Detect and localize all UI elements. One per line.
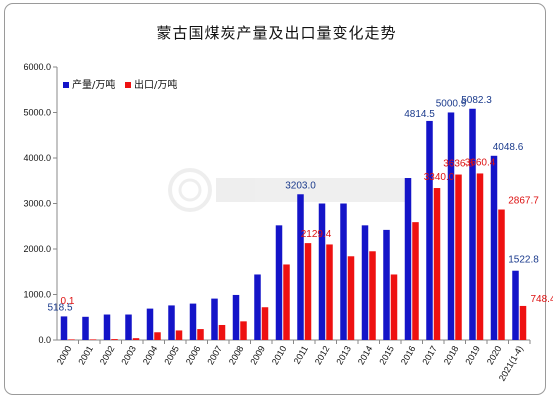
y-tick-label: 6000.0 bbox=[23, 62, 51, 72]
x-tick-label: 2009 bbox=[248, 344, 267, 366]
x-tick-label: 2019 bbox=[463, 344, 482, 366]
x-tick-label: 2007 bbox=[205, 344, 224, 366]
bar-export bbox=[476, 173, 484, 340]
x-tick-label: 2011 bbox=[292, 344, 310, 366]
y-tick-label: 0.0 bbox=[38, 335, 51, 345]
bar-production bbox=[168, 305, 175, 340]
bar-production bbox=[447, 112, 455, 341]
x-tick-label: 2015 bbox=[377, 344, 396, 366]
bar-export bbox=[218, 324, 226, 340]
chart-title: 蒙古国煤炭产量及出口量变化走势 bbox=[156, 24, 397, 42]
y-tick-label: 3000.0 bbox=[23, 199, 51, 209]
bar-export bbox=[326, 244, 333, 340]
data-label-export: 2867.7 bbox=[508, 196, 539, 207]
bar-export bbox=[304, 243, 312, 340]
x-tick-label: 2017 bbox=[420, 344, 439, 366]
bar-export bbox=[455, 174, 462, 340]
data-label-production: 5082.3 bbox=[461, 95, 492, 106]
bar-export bbox=[347, 256, 355, 340]
bar-production bbox=[404, 178, 412, 340]
bar-export bbox=[261, 307, 269, 340]
bar-export bbox=[519, 305, 527, 340]
x-tick-label: 2005 bbox=[162, 344, 181, 366]
legend-label-production: 产量/万吨 bbox=[72, 78, 115, 91]
y-tick-label: 5000.0 bbox=[23, 108, 51, 118]
bar-production bbox=[254, 274, 261, 340]
bar-export bbox=[132, 338, 140, 340]
bar-export bbox=[283, 264, 290, 340]
bar-export bbox=[68, 339, 75, 340]
y-tick-label: 4000.0 bbox=[23, 153, 51, 163]
x-tick-label: 2016 bbox=[399, 344, 418, 366]
bar-export bbox=[433, 188, 441, 340]
x-tick-label: 2001 bbox=[76, 344, 95, 366]
bar-production bbox=[60, 316, 68, 340]
legend-label-export: 出口/万吨 bbox=[134, 78, 177, 91]
bar-export bbox=[197, 329, 204, 340]
bar-production bbox=[297, 194, 304, 340]
x-tick-label: 2004 bbox=[141, 344, 160, 366]
x-tick-label: 2018 bbox=[442, 344, 461, 366]
bar-export bbox=[390, 274, 398, 340]
bar-export bbox=[111, 339, 118, 340]
bar-export bbox=[89, 339, 97, 340]
bar-production bbox=[490, 155, 498, 340]
bar-export bbox=[369, 251, 376, 340]
bar-production bbox=[383, 229, 390, 340]
data-label-production: 4048.6 bbox=[493, 142, 524, 153]
x-tick-label: 2020 bbox=[485, 344, 504, 366]
y-tick-label: 1000.0 bbox=[23, 290, 51, 300]
bar-production bbox=[318, 203, 326, 340]
data-label-export: 3636.5 bbox=[443, 159, 474, 170]
bar-production bbox=[469, 108, 476, 341]
data-label-export: 0.1 bbox=[61, 296, 75, 307]
legend-swatch-export bbox=[125, 82, 131, 88]
bar-export bbox=[240, 321, 247, 340]
bar-production bbox=[103, 314, 111, 340]
data-label-export: 3340.0 bbox=[424, 172, 455, 183]
x-tick-label: 2002 bbox=[98, 344, 117, 366]
bar-production bbox=[125, 314, 132, 340]
bar-export bbox=[412, 222, 419, 340]
data-label-export: 3660.4 bbox=[465, 157, 496, 168]
data-label-production: 1522.8 bbox=[508, 255, 539, 266]
bar-export bbox=[154, 332, 161, 340]
bar-production bbox=[189, 303, 197, 340]
x-tick-label: 2013 bbox=[334, 344, 353, 366]
data-label-production: 518.5 bbox=[47, 302, 72, 313]
bar-production bbox=[426, 120, 433, 340]
data-label-production: 4814.5 bbox=[404, 109, 435, 120]
bar-production bbox=[275, 225, 283, 340]
bar-production bbox=[512, 270, 519, 340]
bar-production bbox=[232, 294, 240, 340]
y-tick-label: 2000.0 bbox=[23, 244, 51, 254]
bar-production bbox=[361, 225, 369, 340]
bar-production bbox=[146, 308, 154, 340]
watermark-logo bbox=[168, 168, 406, 212]
x-tick-label: 2000 bbox=[55, 344, 74, 366]
legend-swatch-production bbox=[63, 82, 69, 88]
data-label-export: 2129.4 bbox=[301, 229, 332, 240]
bar-production bbox=[82, 316, 89, 340]
x-tick-label: 2006 bbox=[184, 344, 203, 366]
x-tick-label: 2014 bbox=[356, 344, 375, 366]
data-label-production: 5000.9 bbox=[436, 98, 467, 109]
bar-production bbox=[340, 203, 347, 340]
x-tick-label: 2008 bbox=[227, 344, 246, 366]
data-label-export: 748.4 bbox=[530, 294, 553, 305]
x-tick-label: 2012 bbox=[313, 344, 332, 366]
x-tick-label: 2003 bbox=[119, 344, 138, 366]
bar-export bbox=[498, 209, 505, 340]
bar-export bbox=[175, 330, 183, 340]
x-tick-label: 2010 bbox=[270, 344, 289, 366]
data-label-production: 3203.0 bbox=[285, 180, 316, 191]
bar-production bbox=[211, 298, 218, 340]
